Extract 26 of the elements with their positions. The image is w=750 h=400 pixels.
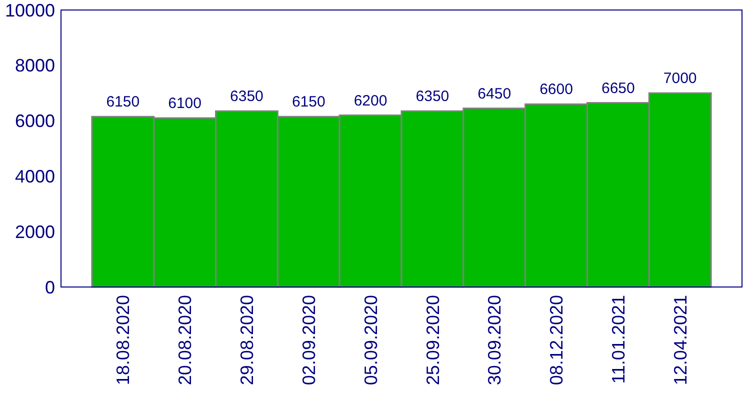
data-label: 6200 xyxy=(354,92,388,110)
y-tick-label: 8000 xyxy=(14,56,55,76)
x-tick-label: 02.09.2020 xyxy=(298,295,319,386)
y-tick-label: 6000 xyxy=(14,111,55,132)
x-tick-label: 08.12.2020 xyxy=(546,295,567,386)
data-label: 6650 xyxy=(601,80,635,97)
data-label: 6350 xyxy=(230,88,264,106)
x-tick-label: 20.08.2020 xyxy=(175,295,196,386)
data-label: 6100 xyxy=(168,95,202,112)
data-label: 6600 xyxy=(540,81,573,98)
data-label: 6150 xyxy=(106,94,140,111)
data-label: 7000 xyxy=(663,70,697,88)
x-tick-label: 30.09.2020 xyxy=(484,295,505,386)
data-label: 6150 xyxy=(292,94,326,111)
x-tick-label: 05.09.2020 xyxy=(360,295,381,386)
x-tick-label: 18.08.2020 xyxy=(113,295,134,386)
y-tick-label: 2000 xyxy=(14,222,55,242)
x-tick-label: 29.08.2020 xyxy=(237,295,258,386)
y-tick-label: 10000 xyxy=(4,0,55,20)
data-label: 6450 xyxy=(478,85,512,102)
x-tick-label: 11.01.2021 xyxy=(608,295,628,384)
data-label: 6350 xyxy=(416,88,450,106)
y-tick-label: 0 xyxy=(44,277,55,298)
x-tick-label: 25.09.2020 xyxy=(422,295,443,386)
x-tick-label: 12.04.2021 xyxy=(670,295,690,386)
y-tick-label: 4000 xyxy=(14,166,55,186)
